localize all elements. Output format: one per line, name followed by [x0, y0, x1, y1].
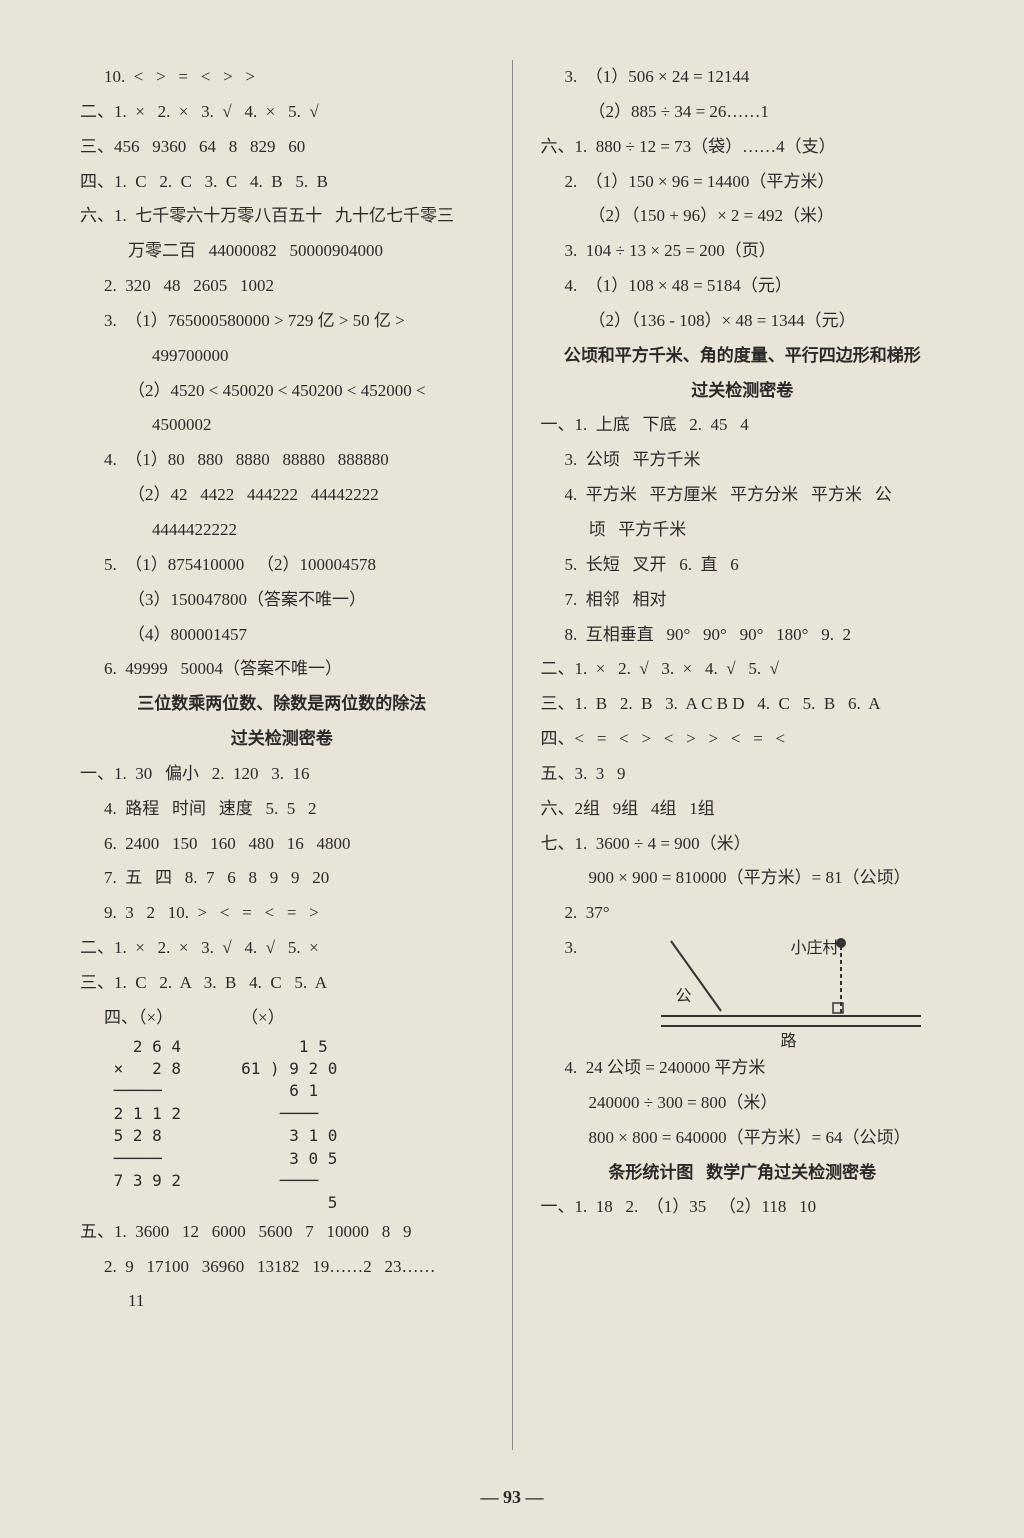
right-column: 3. （1）506 × 24 = 12144 （2）885 ÷ 34 = 26…… — [541, 60, 945, 1450]
page-number: — 93 — — [0, 1487, 1024, 1508]
text-line: 3. — [541, 931, 591, 966]
section-title: 过关检测密卷 — [80, 722, 484, 757]
text-line: 二、1. × 2. × 3. √ 4. √ 5. × — [80, 931, 484, 966]
text-line: 顷 平方千米 — [541, 513, 945, 548]
multiplication-work: 2 6 4 × 2 8 ───── 2 1 1 2 5 2 8 ───── 7 … — [104, 1036, 181, 1193]
text-line: （2）（150 + 96）× 2 = 492（米） — [541, 199, 945, 234]
text-line: 4. （1）80 880 8880 88880 888880 — [80, 443, 484, 478]
text-line: 499700000 — [80, 339, 484, 374]
text-line: 2. 320 48 2605 1002 — [80, 269, 484, 304]
text-line: 8. 互相垂直 90° 90° 90° 180° 9. 2 — [541, 618, 945, 653]
text-line: 4500002 — [80, 408, 484, 443]
text-line: 2. （1）150 × 96 = 14400（平方米） — [541, 165, 945, 200]
text-line: 六、2组 9组 4组 1组 — [541, 792, 945, 827]
text-line: 一、1. 上底 下底 2. 45 4 — [541, 408, 945, 443]
text-line: （2）（136 - 108）× 48 = 1344（元） — [541, 304, 945, 339]
section-title: 公顷和平方千米、角的度量、平行四边形和梯形 — [541, 339, 945, 374]
text-line: 五、1. 3600 12 6000 5600 7 10000 8 9 — [80, 1215, 484, 1250]
text-line: 5. 长短 叉开 6. 直 6 — [541, 548, 945, 583]
section-title: 三位数乘两位数、除数是两位数的除法 — [80, 687, 484, 722]
text-line: 六、1. 880 ÷ 12 = 73（袋）……4（支） — [541, 130, 945, 165]
village-label: 小庄村 — [791, 933, 839, 966]
text-line: 800 × 800 = 640000（平方米）= 64（公顷） — [541, 1121, 945, 1156]
text-line: 4. （1）108 × 48 = 5184（元） — [541, 269, 945, 304]
text-line: 5. （1）875410000 （2）100004578 — [80, 548, 484, 583]
text-line: 6. 2400 150 160 480 16 4800 — [80, 827, 484, 862]
text-line: 10. < > = < > > — [80, 60, 484, 95]
section-title: 过关检测密卷 — [541, 374, 945, 409]
text-line: 7. 相邻 相对 — [541, 583, 945, 618]
text-line: 四、< = < > < > > < = < — [541, 722, 945, 757]
text-line: 3. （1）765000580000 > 729 亿 > 50 亿 > — [80, 304, 484, 339]
text-line: 11 — [80, 1284, 484, 1319]
text-line: 3. 104 ÷ 13 × 25 = 200（页） — [541, 234, 945, 269]
left-column: 10. < > = < > > 二、1. × 2. × 3. √ 4. × 5.… — [80, 60, 484, 1450]
text-line: 六、1. 七千零六十万零八百五十 九十亿七千零三 — [80, 199, 484, 234]
text-line: （2）885 ÷ 34 = 26……1 — [541, 95, 945, 130]
text-line: 4444422222 — [80, 513, 484, 548]
text-line: 240000 ÷ 300 = 800（米） — [541, 1086, 945, 1121]
text-line: 4. 路程 时间 速度 5. 5 2 — [80, 792, 484, 827]
text-line: 9. 3 2 10. > < = < = > — [80, 896, 484, 931]
page-columns: 10. < > = < > > 二、1. × 2. × 3. √ 4. × 5.… — [80, 60, 944, 1450]
text-line: 3. （1）506 × 24 = 12144 — [541, 60, 945, 95]
text-line: 三、1. C 2. A 3. B 4. C 5. A — [80, 966, 484, 1001]
section-title: 条形统计图 数学广角过关检测密卷 — [541, 1156, 945, 1191]
calc-label: 四、（×） — [104, 1008, 173, 1027]
text-line: 2. 9 17100 36960 13182 19……2 23…… — [80, 1250, 484, 1285]
text-line: 一、1. 30 偏小 2. 120 3. 16 — [80, 757, 484, 792]
text-line: 二、1. × 2. √ 3. × 4. √ 5. √ — [541, 652, 945, 687]
text-line: 三、1. B 2. B 3. A C B D 4. C 5. B 6. A — [541, 687, 945, 722]
text-line: 6. 49999 50004（答案不唯一） — [80, 652, 484, 687]
text-line: 二、1. × 2. × 3. √ 4. × 5. √ — [80, 95, 484, 130]
text-line: 四、1. C 2. C 3. C 4. B 5. B — [80, 165, 484, 200]
text-line: 一、1. 18 2. （1）35 （2）118 10 — [541, 1190, 945, 1225]
text-line: 万零二百 44000082 50000904000 — [80, 234, 484, 269]
calc-block: （×） 1 5 61 ) 9 2 0 6 1 ──── 3 1 0 3 0 5 … — [241, 1001, 337, 1215]
text-line: 7. 五 四 8. 7 6 8 9 9 20 — [80, 861, 484, 896]
text-line: 900 × 900 = 810000（平方米）= 81（公顷） — [541, 861, 945, 896]
column-divider — [512, 60, 513, 1450]
calc-block: 四、（×） 2 6 4 × 2 8 ───── 2 1 1 2 5 2 8 ──… — [104, 1001, 181, 1215]
text-line: （2）42 4422 444222 44442222 — [80, 478, 484, 513]
text-line: 2. 37° — [541, 896, 945, 931]
text-line: 三、456 9360 64 8 829 60 — [80, 130, 484, 165]
text-line: 3. 公顷 平方千米 — [541, 443, 945, 478]
division-work: 1 5 61 ) 9 2 0 6 1 ──── 3 1 0 3 0 5 ────… — [241, 1036, 337, 1215]
text-line: 4. 平方米 平方厘米 平方分米 平方米 公 — [541, 478, 945, 513]
text-line: 4. 24 公顷 = 240000 平方米 — [541, 1051, 945, 1086]
text-line: （4）800001457 — [80, 618, 484, 653]
calculation-row: 四、（×） 2 6 4 × 2 8 ───── 2 1 1 2 5 2 8 ──… — [80, 1001, 484, 1215]
road-diagram: 小庄村 公 路 — [651, 931, 931, 1051]
road-label-2: 路 — [781, 1026, 797, 1059]
text-line: （3）150047800（答案不唯一） — [80, 583, 484, 618]
calc-label: （×） — [241, 1008, 285, 1027]
text-line: 七、1. 3600 ÷ 4 = 900（米） — [541, 827, 945, 862]
text-line: 五、3. 3 9 — [541, 757, 945, 792]
text-line: （2）4520 < 450020 < 450200 < 452000 < — [80, 374, 484, 409]
road-label-1: 公 — [676, 981, 692, 1014]
